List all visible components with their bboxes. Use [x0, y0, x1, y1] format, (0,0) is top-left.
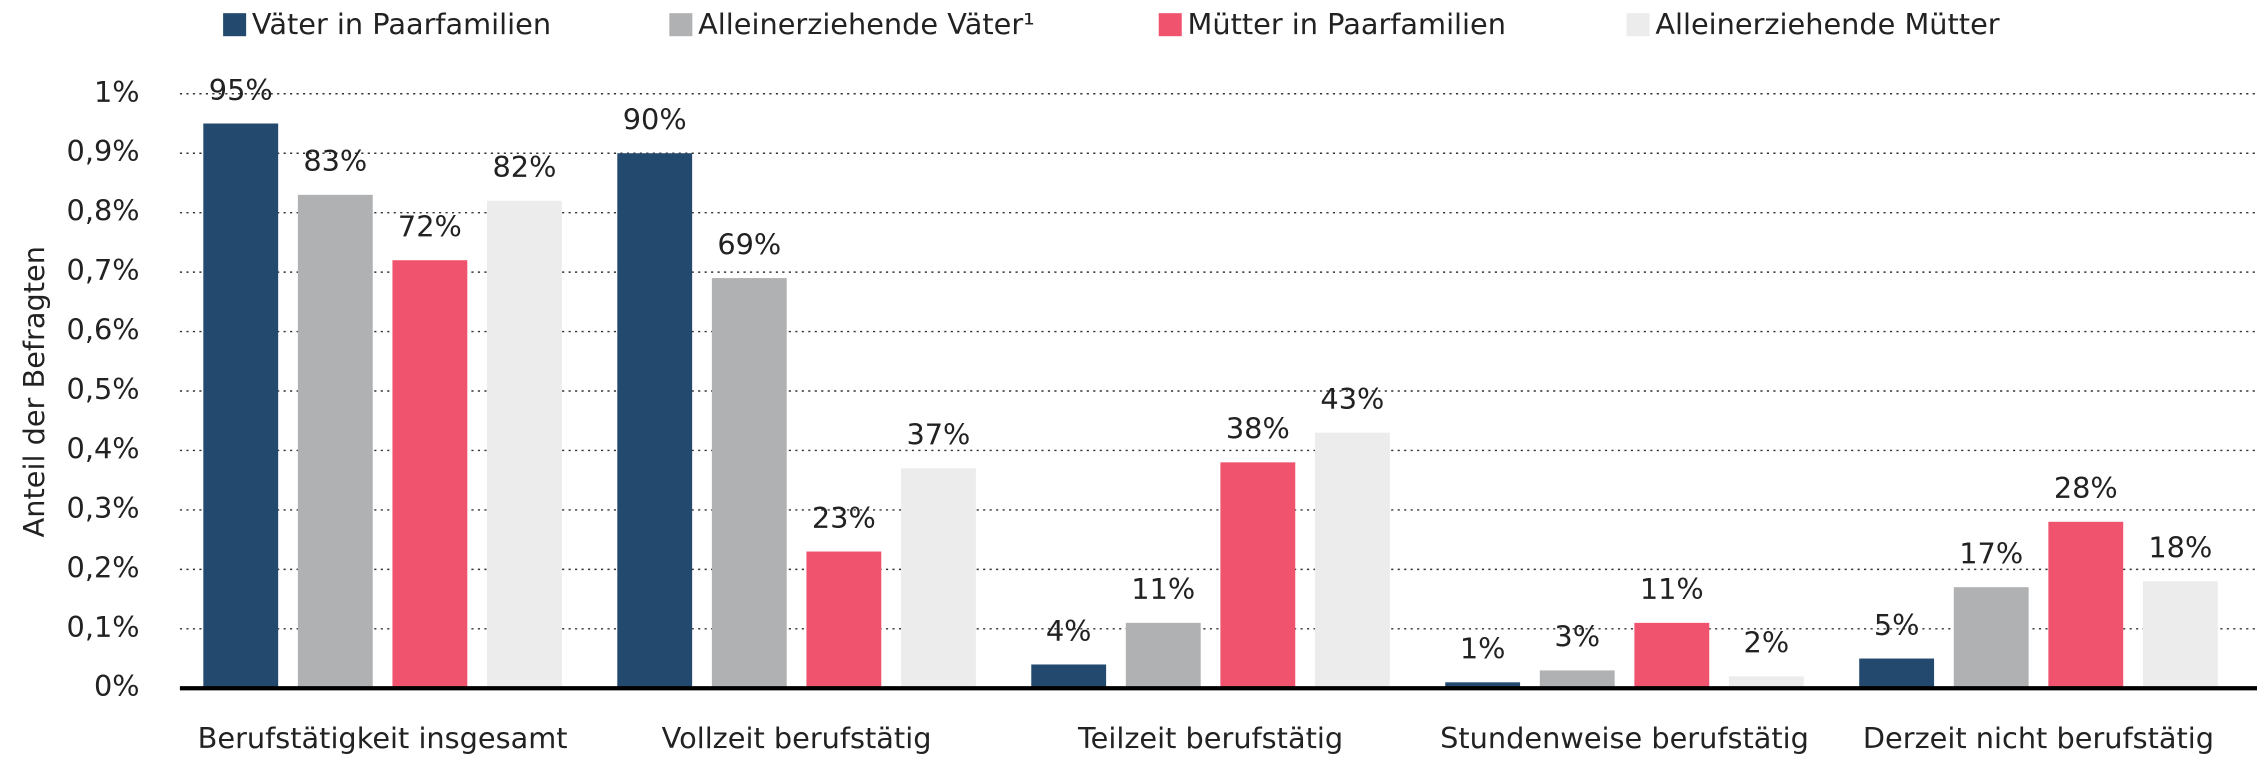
legend-label: Alleinerziehende Väter¹	[698, 7, 1035, 41]
data-label: 4%	[1046, 614, 1092, 648]
bar	[297, 194, 373, 689]
bar	[711, 278, 787, 689]
bar	[901, 468, 976, 689]
bar	[2142, 581, 2218, 689]
y-tick-label: 0,1%	[67, 610, 140, 644]
legend-swatch	[1626, 13, 1650, 37]
data-label: 38%	[1226, 412, 1290, 446]
bar	[1728, 676, 1804, 689]
y-tick-label: 0,4%	[67, 431, 140, 465]
bar	[1634, 622, 1710, 689]
bar	[392, 260, 468, 689]
data-label: 69%	[717, 227, 781, 261]
data-label: 2%	[1744, 626, 1790, 660]
x-tick-label: Teilzeit berufstätig	[1077, 721, 1343, 755]
bar	[203, 123, 279, 689]
bar	[1314, 432, 1390, 689]
y-tick-label: 0%	[94, 669, 140, 703]
legend-label: Väter in Paarfamilien	[252, 7, 551, 41]
bar	[2048, 521, 2124, 689]
bar	[1031, 664, 1107, 689]
data-label: 1%	[1460, 632, 1506, 666]
y-tick-label: 0,2%	[67, 550, 140, 584]
y-tick-label: 0,6%	[67, 313, 140, 347]
bar	[487, 200, 562, 689]
bar	[1539, 670, 1615, 689]
y-tick-label: 0,7%	[67, 253, 140, 287]
legend-swatch	[223, 13, 247, 37]
data-label: 83%	[303, 144, 367, 178]
data-label: 18%	[2148, 531, 2212, 565]
bar	[1445, 682, 1521, 689]
data-label: 17%	[1959, 537, 2023, 571]
data-label: 28%	[2054, 471, 2118, 505]
bar	[1953, 587, 2029, 689]
bar	[1859, 658, 1935, 689]
x-tick-label: Derzeit nicht berufstätig	[1863, 721, 2214, 755]
y-tick-label: 0,3%	[67, 491, 140, 525]
data-label: 5%	[1874, 608, 1920, 642]
y-axis-title: Anteil der Befragten	[17, 246, 51, 537]
data-label: 11%	[1131, 572, 1195, 606]
data-label: 3%	[1554, 620, 1600, 654]
legend-swatch	[669, 13, 693, 37]
data-label: 90%	[623, 103, 687, 137]
bar	[617, 153, 693, 689]
bar	[1220, 462, 1296, 689]
bar	[806, 551, 882, 689]
x-tick-label: Berufstätigkeit insgesamt	[198, 721, 568, 755]
data-label: 95%	[209, 73, 273, 107]
data-label: 72%	[398, 210, 462, 244]
x-tick-label: Stundenweise berufstätig	[1440, 721, 1809, 755]
data-label: 23%	[812, 501, 876, 535]
legend-label: Mütter in Paarfamilien	[1188, 7, 1506, 41]
x-tick-label: Vollzeit berufstätig	[662, 721, 932, 755]
data-label: 37%	[906, 418, 970, 452]
bar	[1125, 622, 1201, 689]
legend-swatch	[1158, 13, 1182, 37]
data-label: 82%	[492, 150, 556, 184]
y-tick-label: 0,9%	[67, 134, 140, 168]
y-tick-label: 0,8%	[67, 194, 140, 228]
data-label: 11%	[1640, 572, 1704, 606]
y-tick-label: 1%	[94, 75, 140, 109]
data-label: 43%	[1320, 382, 1384, 416]
legend-label: Alleinerziehende Mütter	[1655, 7, 1999, 41]
y-tick-label: 0,5%	[67, 372, 140, 406]
